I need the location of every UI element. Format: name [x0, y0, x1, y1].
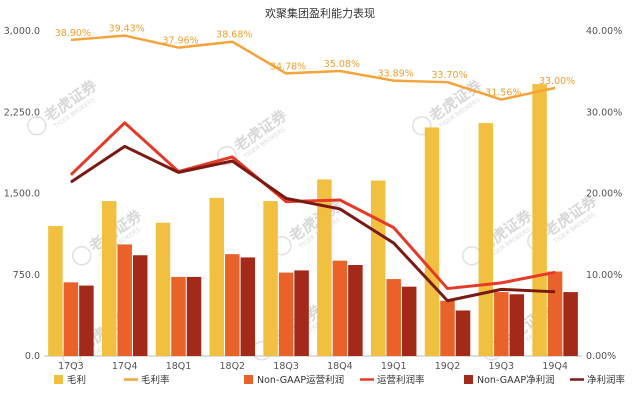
series-line — [70, 144, 556, 303]
bar — [48, 226, 63, 356]
legend-item: 净利润率 — [570, 374, 626, 386]
data-label: 33.89% — [378, 69, 414, 80]
y-right-tick-label: 10.00% — [586, 270, 622, 281]
bar — [263, 201, 278, 356]
series-line — [69, 121, 556, 291]
y-right-tick-label: 40.00% — [586, 26, 622, 37]
legend-label: Non-GAAP净利润 — [477, 374, 555, 386]
data-label: 31.56% — [485, 88, 521, 99]
legend-item: 毛利 — [54, 374, 86, 386]
legend-item: 毛利率 — [124, 374, 170, 386]
data-labels: 38.90% 39.43% 37.96% 38.68% 34.78% 35.08% 33.8… — [55, 24, 575, 99]
data-label: 33.70% — [431, 70, 467, 81]
bar — [278, 272, 294, 356]
y-left-tick-label: 0.0 — [25, 351, 40, 362]
bar — [440, 300, 455, 356]
chart-title: 欢聚集团盈利能力表现 — [265, 6, 375, 20]
bar — [240, 257, 256, 356]
bar — [225, 254, 240, 356]
data-label: 38.68% — [216, 30, 252, 41]
bar — [494, 292, 509, 356]
bar — [348, 265, 363, 356]
bar — [455, 310, 471, 356]
x-tick-label: 18Q2 — [219, 361, 245, 372]
series-line — [70, 34, 556, 101]
data-label: 37.96% — [162, 36, 198, 47]
data-label: 39.43% — [109, 24, 145, 35]
legend-swatch — [54, 375, 63, 384]
legend-label: 运营利润率 — [377, 374, 425, 386]
y-right-tick-label: 0.00% — [586, 351, 616, 362]
bar — [563, 292, 578, 356]
legend-label: Non-GAAP运营利润 — [257, 374, 344, 386]
bar — [209, 197, 225, 356]
bar — [386, 279, 401, 356]
legend-swatch — [244, 375, 253, 384]
y-left-tick-label: 3,000.0 — [4, 26, 40, 37]
legend: 毛利 毛利率 Non-GAAP运营利润 运营利润率 Non-GAAP净利润 净利润率 — [54, 374, 626, 386]
legend-swatch — [464, 375, 473, 384]
y-right-tick-label: 20.00% — [586, 189, 622, 200]
x-tick-label: 19Q4 — [542, 361, 568, 372]
legend-label: 毛利率 — [141, 374, 170, 386]
y-right-tick-label: 30.00% — [586, 107, 622, 118]
data-label: 38.90% — [55, 28, 91, 39]
x-tick-label: 19Q3 — [488, 361, 514, 372]
bar — [294, 270, 309, 356]
bar — [117, 244, 132, 356]
bar — [63, 282, 79, 356]
watermark-logo-icon — [72, 245, 92, 266]
legend-item: Non-GAAP运营利润 — [244, 374, 344, 386]
x-tick-label: 18Q4 — [327, 361, 353, 372]
y-left-tick-label: 2,250.0 — [4, 107, 40, 118]
bar — [478, 123, 494, 356]
data-label: 35.08% — [324, 59, 360, 70]
bar — [547, 271, 563, 356]
legend-label: 毛利 — [67, 374, 86, 386]
bar — [79, 285, 94, 356]
bar — [155, 222, 171, 356]
legend-label: 净利润率 — [587, 374, 626, 386]
y-left-tick-label: 1,500.0 — [4, 189, 40, 200]
bar — [532, 84, 547, 356]
bar — [332, 260, 348, 356]
lines — [69, 34, 556, 303]
data-label: 34.78% — [270, 61, 306, 72]
bar — [132, 255, 148, 356]
axes: 0.0 750.0 1,500.0 2,250.0 3,000.0 0.00% 10.00%… — [4, 26, 623, 372]
data-label: 33.00% — [539, 76, 575, 87]
bars — [48, 84, 578, 357]
legend-item: 运营利润率 — [360, 374, 425, 386]
x-tick-label: 19Q1 — [381, 361, 407, 372]
bar — [401, 286, 417, 356]
x-tick-label: 19Q2 — [435, 361, 461, 372]
x-tick-label: 18Q1 — [166, 361, 192, 372]
bar — [424, 127, 440, 357]
x-tick-label: 17Q4 — [112, 361, 138, 372]
bar — [317, 179, 332, 356]
bar — [101, 201, 117, 356]
y-left-tick-label: 750.0 — [13, 270, 40, 281]
bar — [509, 294, 525, 356]
bar — [370, 180, 386, 356]
bar — [171, 276, 186, 356]
legend-item: Non-GAAP净利润 — [464, 374, 555, 386]
bar — [186, 276, 202, 356]
x-tick-label: 17Q3 — [58, 361, 84, 372]
x-tick-label: 18Q3 — [273, 361, 299, 372]
watermark-logo-icon — [27, 115, 47, 136]
